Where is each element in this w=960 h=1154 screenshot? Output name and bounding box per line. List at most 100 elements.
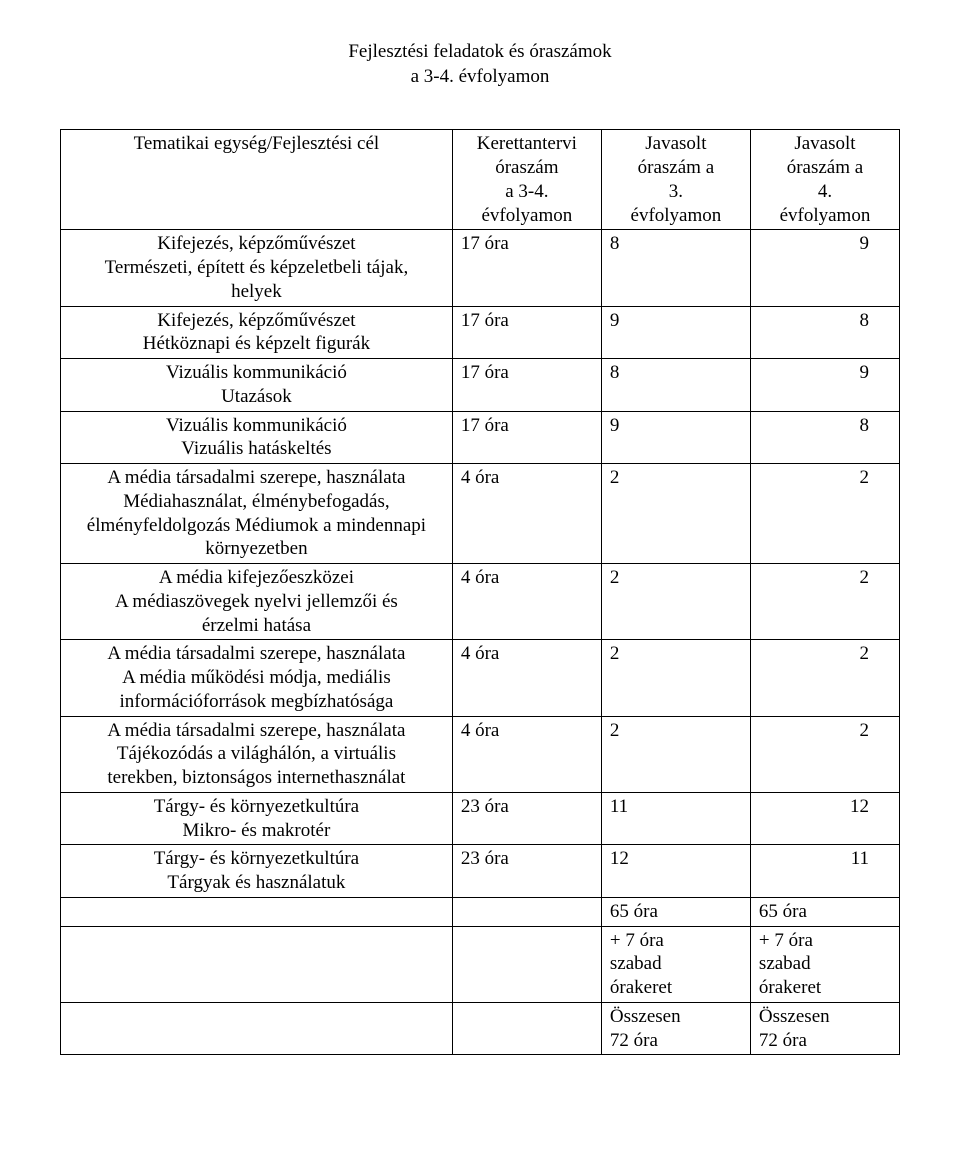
totals-row-2: + 7 óra szabad órakeret + 7 óra szabad ó… (61, 926, 900, 1002)
cell-text: órakeret (759, 977, 821, 998)
grade3-cell: 9 (601, 411, 750, 464)
grade3-cell: 2 (601, 640, 750, 716)
cell-text: Tárgyak és használatuk (167, 872, 345, 893)
grade4-cell: 2 (750, 564, 899, 640)
hours-cell: 4 óra (452, 716, 601, 792)
topic-cell: Tárgy- és környezetkultúra Tárgyak és has… (61, 845, 453, 898)
header-text: a 3-4. (505, 181, 548, 202)
header-text: Javasolt (645, 133, 706, 154)
empty-cell (452, 1002, 601, 1055)
topic-cell: A média társadalmi szerepe, használataTá… (61, 716, 453, 792)
cell-text: A média társadalmi szerepe, használata (107, 643, 405, 664)
table-row: Kifejezés, képzőművészet Természeti, épít… (61, 230, 900, 306)
table-row: A média társadalmi szerepe, használata Mé… (61, 464, 900, 564)
hours-cell: 17 óra (452, 230, 601, 306)
grade3-cell: 11 (601, 792, 750, 845)
header-col3: Javasolt óraszám a 4. évfolyamon (750, 130, 899, 230)
hours-cell: 23 óra (452, 792, 601, 845)
sum-g4: Összesen 72 óra (750, 1002, 899, 1055)
header-text: óraszám a (638, 157, 714, 178)
extra-g4: + 7 óra szabad órakeret (750, 926, 899, 1002)
header-topic: Tematikai egység/Fejlesztési cél (61, 130, 453, 230)
empty-cell (61, 1002, 453, 1055)
sum-g3: Összesen 72 óra (601, 1002, 750, 1055)
header-text: Javasolt (794, 133, 855, 154)
total-g4: 65 óra (750, 897, 899, 926)
cell-text: Tárgy- és környezetkultúra (154, 848, 359, 869)
cell-text: környezetben (205, 538, 307, 559)
empty-cell (61, 926, 453, 1002)
cell-text: helyek (231, 281, 282, 302)
totals-row-3: Összesen 72 óra Összesen 72 óra (61, 1002, 900, 1055)
page-title: Fejlesztési feladatok és óraszámok a 3-4… (60, 40, 900, 89)
header-text: évfolyamon (631, 205, 722, 226)
cell-text: Összesen (759, 1006, 830, 1027)
table-row: Vizuális kommunikációUtazások17 óra89 (61, 359, 900, 412)
grade4-cell: 8 (750, 411, 899, 464)
topic-cell: A média társadalmi szerepe, használata A … (61, 640, 453, 716)
grade3-cell: 2 (601, 564, 750, 640)
cell-text: Hétköznapi és képzelt figurák (143, 333, 370, 354)
table-row: Tárgy- és környezetkultúra Tárgyak és has… (61, 845, 900, 898)
header-text: óraszám (495, 157, 558, 178)
grade4-cell: 11 (750, 845, 899, 898)
grade4-cell: 2 (750, 640, 899, 716)
cell-text: érzelmi hatása (202, 615, 311, 636)
grade3-cell: 2 (601, 464, 750, 564)
topic-cell: A média kifejezőeszközei A médiaszövegek … (61, 564, 453, 640)
grade3-cell: 12 (601, 845, 750, 898)
empty-cell (452, 897, 601, 926)
cell-text: szabad (610, 953, 662, 974)
cell-text: szabad (759, 953, 811, 974)
title-line-1: Fejlesztési feladatok és óraszámok (348, 41, 611, 62)
cell-text: + 7 óra (759, 930, 813, 951)
grade4-cell: 2 (750, 716, 899, 792)
cell-text: Tárgy- és környezetkultúra (154, 796, 359, 817)
curriculum-table: Tematikai egység/Fejlesztési cél Keretta… (60, 129, 900, 1055)
cell-text: + 7 óra (610, 930, 664, 951)
total-g3: 65 óra (601, 897, 750, 926)
cell-text: Vizuális kommunikáció (166, 362, 347, 383)
cell-text: terekben, biztonságos internethasználat (107, 767, 405, 788)
cell-text: Vizuális kommunikáció (166, 415, 347, 436)
table-row: A média társadalmi szerepe, használata A … (61, 640, 900, 716)
cell-text: A média működési módja, mediális (122, 667, 391, 688)
cell-text: Kifejezés, képzőművészet (157, 233, 355, 254)
header-text: 3. (669, 181, 683, 202)
cell-text: Természeti, épített és képzeletbeli tája… (105, 257, 409, 278)
grade4-cell: 9 (750, 230, 899, 306)
header-text: 4. (818, 181, 832, 202)
cell-text: órakeret (610, 977, 672, 998)
grade3-cell: 8 (601, 359, 750, 412)
grade3-cell: 9 (601, 306, 750, 359)
topic-cell: Tárgy- és környezetkultúra Mikro- és makr… (61, 792, 453, 845)
cell-text: Kifejezés, képzőművészet (157, 310, 355, 331)
cell-text: A média társadalmi szerepe, használata (107, 720, 405, 741)
cell-text: A médiaszövegek nyelvi jellemzői és (115, 591, 398, 612)
cell-text: élményfeldolgozás Médiumok a mindennapi (87, 515, 426, 536)
cell-text: Médiahasználat, élménybefogadás, (123, 491, 389, 512)
hours-cell: 17 óra (452, 359, 601, 412)
cell-text: Mikro- és makrotér (183, 820, 331, 841)
grade4-cell: 8 (750, 306, 899, 359)
table-row: Vizuális kommunikációVizuális hatáskelté… (61, 411, 900, 464)
topic-cell: A média társadalmi szerepe, használata Mé… (61, 464, 453, 564)
extra-g3: + 7 óra szabad órakeret (601, 926, 750, 1002)
header-col2: Javasolt óraszám a 3. évfolyamon (601, 130, 750, 230)
empty-cell (452, 926, 601, 1002)
grade3-cell: 2 (601, 716, 750, 792)
table-row: A média társadalmi szerepe, használataTá… (61, 716, 900, 792)
cell-text: A média kifejezőeszközei (159, 567, 354, 588)
cell-text: A média társadalmi szerepe, használata (107, 467, 405, 488)
table-row: Kifejezés, képzőművészetHétköznapi és ké… (61, 306, 900, 359)
topic-cell: Kifejezés, képzőművészet Természeti, épít… (61, 230, 453, 306)
cell-text: Összesen (610, 1006, 681, 1027)
header-text: Kerettantervi (477, 133, 577, 154)
hours-cell: 23 óra (452, 845, 601, 898)
header-text: évfolyamon (780, 205, 871, 226)
header-text: évfolyamon (481, 205, 572, 226)
header-text: óraszám a (787, 157, 863, 178)
hours-cell: 17 óra (452, 306, 601, 359)
grade4-cell: 2 (750, 464, 899, 564)
topic-cell: Vizuális kommunikációVizuális hatáskelté… (61, 411, 453, 464)
